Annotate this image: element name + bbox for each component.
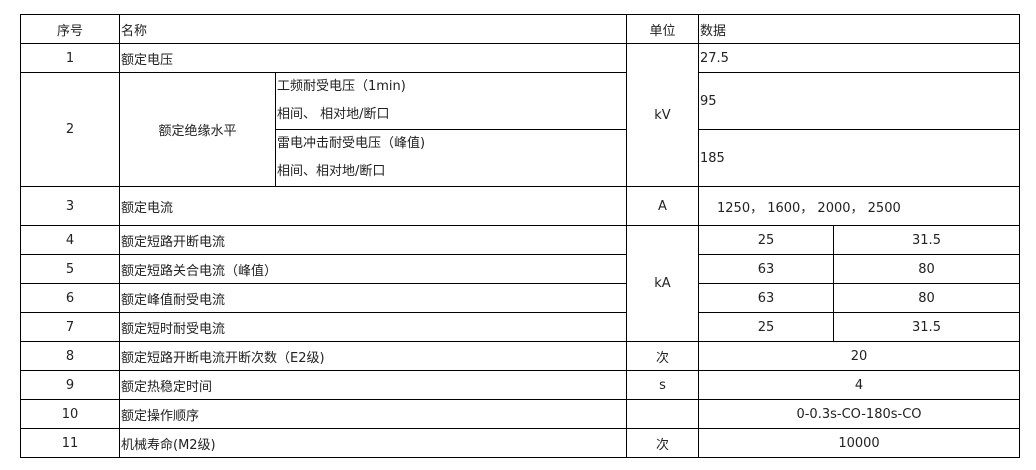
name-cell: 额定短路开断电流: [119, 225, 627, 255]
spec-table: 序号 名称 单位 数据 1 额定电压 kV 27.5 2 额定绝缘水平 工频耐受…: [20, 14, 1020, 458]
value-cell-2: 80: [833, 254, 1020, 284]
unit-cell: 次: [626, 428, 699, 458]
sub-name-cell: 雷电冲击耐受电压（峰值) 相间、相对地/断口: [275, 129, 627, 187]
seq-cell: 10: [20, 399, 120, 429]
table-row: 11 机械寿命(M2级) 次 10000: [20, 428, 1020, 458]
name-cell: 额定绝缘水平: [119, 72, 276, 187]
name-cell: 额定电压: [119, 43, 627, 73]
seq-cell: 1: [20, 43, 120, 73]
seq-cell: 2: [20, 72, 120, 187]
value-cell-2: 31.5: [833, 225, 1020, 255]
value-cell-1: 63: [698, 283, 834, 313]
table-row: 6 额定峰值耐受电流 63 80: [20, 283, 1020, 313]
value-cell-1: 63: [698, 254, 834, 284]
sub-name-cell: 工频耐受电压（1min) 相间、 相对地/断口: [275, 72, 627, 130]
name-cell: 额定电流: [119, 186, 627, 226]
header-unit: 单位: [626, 14, 699, 44]
sub-name-line: 工频耐受电压（1min): [277, 79, 406, 94]
table-row: 3 额定电流 A 1250， 1600， 2000， 2500: [20, 186, 1020, 226]
unit-cell: s: [626, 370, 699, 400]
unit-cell: kA: [626, 225, 699, 342]
table-row: 9 额定热稳定时间 s 4: [20, 370, 1020, 400]
unit-cell: 次: [626, 341, 699, 371]
sub-name-line: 雷电冲击耐受电压（峰值): [277, 136, 426, 151]
name-cell: 额定热稳定时间: [119, 370, 627, 400]
unit-cell: A: [626, 186, 699, 226]
seq-cell: 11: [20, 428, 120, 458]
value-cell: 0-0.3s-CO-180s-CO: [698, 399, 1020, 429]
table-row: 雷电冲击耐受电压（峰值) 相间、相对地/断口 185: [21, 129, 1020, 187]
seq-cell: 7: [20, 312, 120, 342]
header-row: 序号 名称 单位 数据: [20, 14, 1020, 44]
unit-cell: kV: [626, 43, 699, 187]
table-row: 7 额定短时耐受电流 25 31.5: [20, 312, 1020, 342]
value-cell: 20: [698, 341, 1020, 371]
table-row: 4 额定短路开断电流 kA 25 31.5: [20, 225, 1020, 342]
name-cell: 额定短时耐受电流: [119, 312, 627, 342]
value-cell: 4: [698, 370, 1020, 400]
table-row: 5 额定短路关合电流（峰值） 63 80: [20, 254, 1020, 284]
table-row: 8 额定短路开断电流开断次数（E2级) 次 20: [20, 341, 1020, 371]
seq-cell: 4: [20, 225, 120, 255]
seq-cell: 8: [20, 341, 120, 371]
value-cell: 95: [698, 72, 1020, 130]
table-row: 2 额定绝缘水平 工频耐受电压（1min) 相间、 相对地/断口 95: [20, 72, 1020, 187]
header-data: 数据: [698, 14, 1020, 44]
name-cell: 额定峰值耐受电流: [119, 283, 627, 313]
value-cell: 27.5: [698, 43, 1020, 73]
sub-name-line: 相间、相对地/断口: [277, 164, 386, 179]
unit-cell: [626, 399, 699, 429]
name-cell: 机械寿命(M2级): [119, 428, 627, 458]
header-seq: 序号: [20, 14, 120, 44]
table-row: 1 额定电压 kV 27.5: [20, 43, 1020, 187]
value-cell: 10000: [698, 428, 1020, 458]
value-cell-2: 31.5: [833, 312, 1020, 342]
value-cell-2: 80: [833, 283, 1020, 313]
table-row: 10 额定操作顺序 0-0.3s-CO-180s-CO: [20, 399, 1020, 429]
name-cell: 额定短路关合电流（峰值）: [119, 254, 627, 284]
value-cell: 1250， 1600， 2000， 2500: [698, 186, 1020, 226]
seq-cell: 5: [20, 254, 120, 284]
seq-cell: 6: [20, 283, 120, 313]
value-cell-1: 25: [698, 312, 834, 342]
sub-name-line: 相间、 相对地/断口: [277, 107, 390, 122]
name-cell: 额定短路开断电流开断次数（E2级): [119, 341, 627, 371]
value-cell-1: 25: [698, 225, 834, 255]
seq-cell: 9: [20, 370, 120, 400]
seq-cell: 3: [20, 186, 120, 226]
header-name: 名称: [119, 14, 627, 44]
value-cell: 185: [698, 129, 1020, 187]
name-cell: 额定操作顺序: [119, 399, 627, 429]
